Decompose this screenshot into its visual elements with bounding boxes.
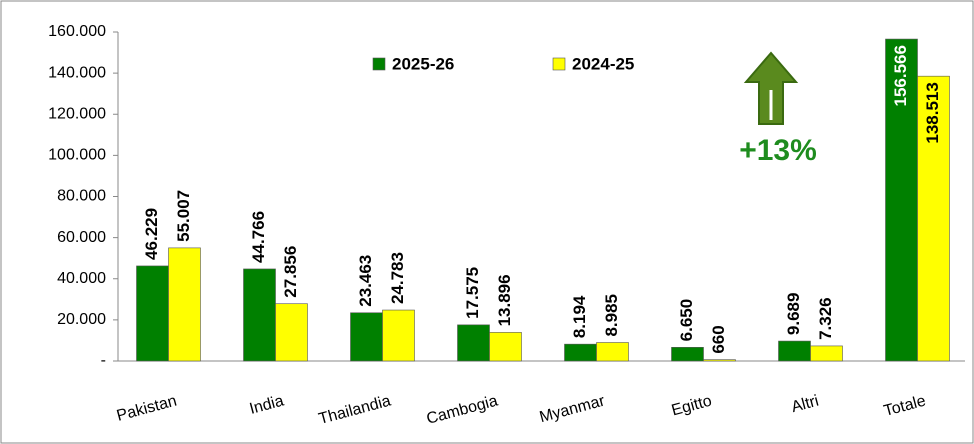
bar xyxy=(810,345,843,362)
x-tick-label: Altri xyxy=(790,393,821,417)
bar xyxy=(382,309,415,362)
legend-swatch xyxy=(372,57,386,71)
value-label: 9.689 xyxy=(784,293,803,336)
value-label: 24.783 xyxy=(388,252,407,304)
y-tick-label: 160.000 xyxy=(48,23,106,40)
value-label: 6.650 xyxy=(677,299,696,342)
bar xyxy=(778,340,811,362)
value-label: 17.575 xyxy=(463,267,482,319)
value-label: 156.566 xyxy=(891,45,910,106)
value-label: 23.463 xyxy=(356,255,375,307)
bar xyxy=(885,38,918,362)
y-tick-label: 100.000 xyxy=(48,147,106,164)
annotation: +13% xyxy=(739,134,817,167)
value-label: 44.766 xyxy=(249,211,268,263)
bar xyxy=(168,247,201,362)
y-tick-label: 40.000 xyxy=(57,270,106,287)
legend-label: 2024-25 xyxy=(572,54,634,73)
value-label: 27.856 xyxy=(281,246,300,298)
y-tick-label: 80.000 xyxy=(57,188,106,205)
up-arrow xyxy=(743,51,799,125)
value-label: 7.326 xyxy=(816,297,835,340)
bar xyxy=(489,332,522,362)
value-label: 46.229 xyxy=(142,208,161,260)
bar xyxy=(596,342,629,362)
legend-label: 2025-26 xyxy=(392,54,454,73)
bar xyxy=(350,312,383,362)
bar xyxy=(703,359,736,362)
bar xyxy=(457,324,490,362)
value-label: 8.194 xyxy=(570,295,589,338)
bar xyxy=(671,347,704,362)
y-tick-label: 140.000 xyxy=(48,64,106,81)
value-label: 55.007 xyxy=(174,190,193,242)
y-tick-label: - xyxy=(101,352,106,369)
y-tick-label: 20.000 xyxy=(57,311,106,328)
value-label: 8.985 xyxy=(602,294,621,337)
legend-swatch xyxy=(552,57,566,71)
bar xyxy=(917,75,950,362)
value-label: 13.896 xyxy=(495,274,514,326)
value-label: 138.513 xyxy=(923,82,942,143)
bar xyxy=(136,265,169,362)
bar xyxy=(564,343,597,362)
value-label: 660 xyxy=(709,325,728,353)
bar xyxy=(243,268,276,362)
bar xyxy=(275,303,308,362)
y-tick-label: 120.000 xyxy=(48,105,106,122)
y-tick-label: 60.000 xyxy=(57,229,106,246)
